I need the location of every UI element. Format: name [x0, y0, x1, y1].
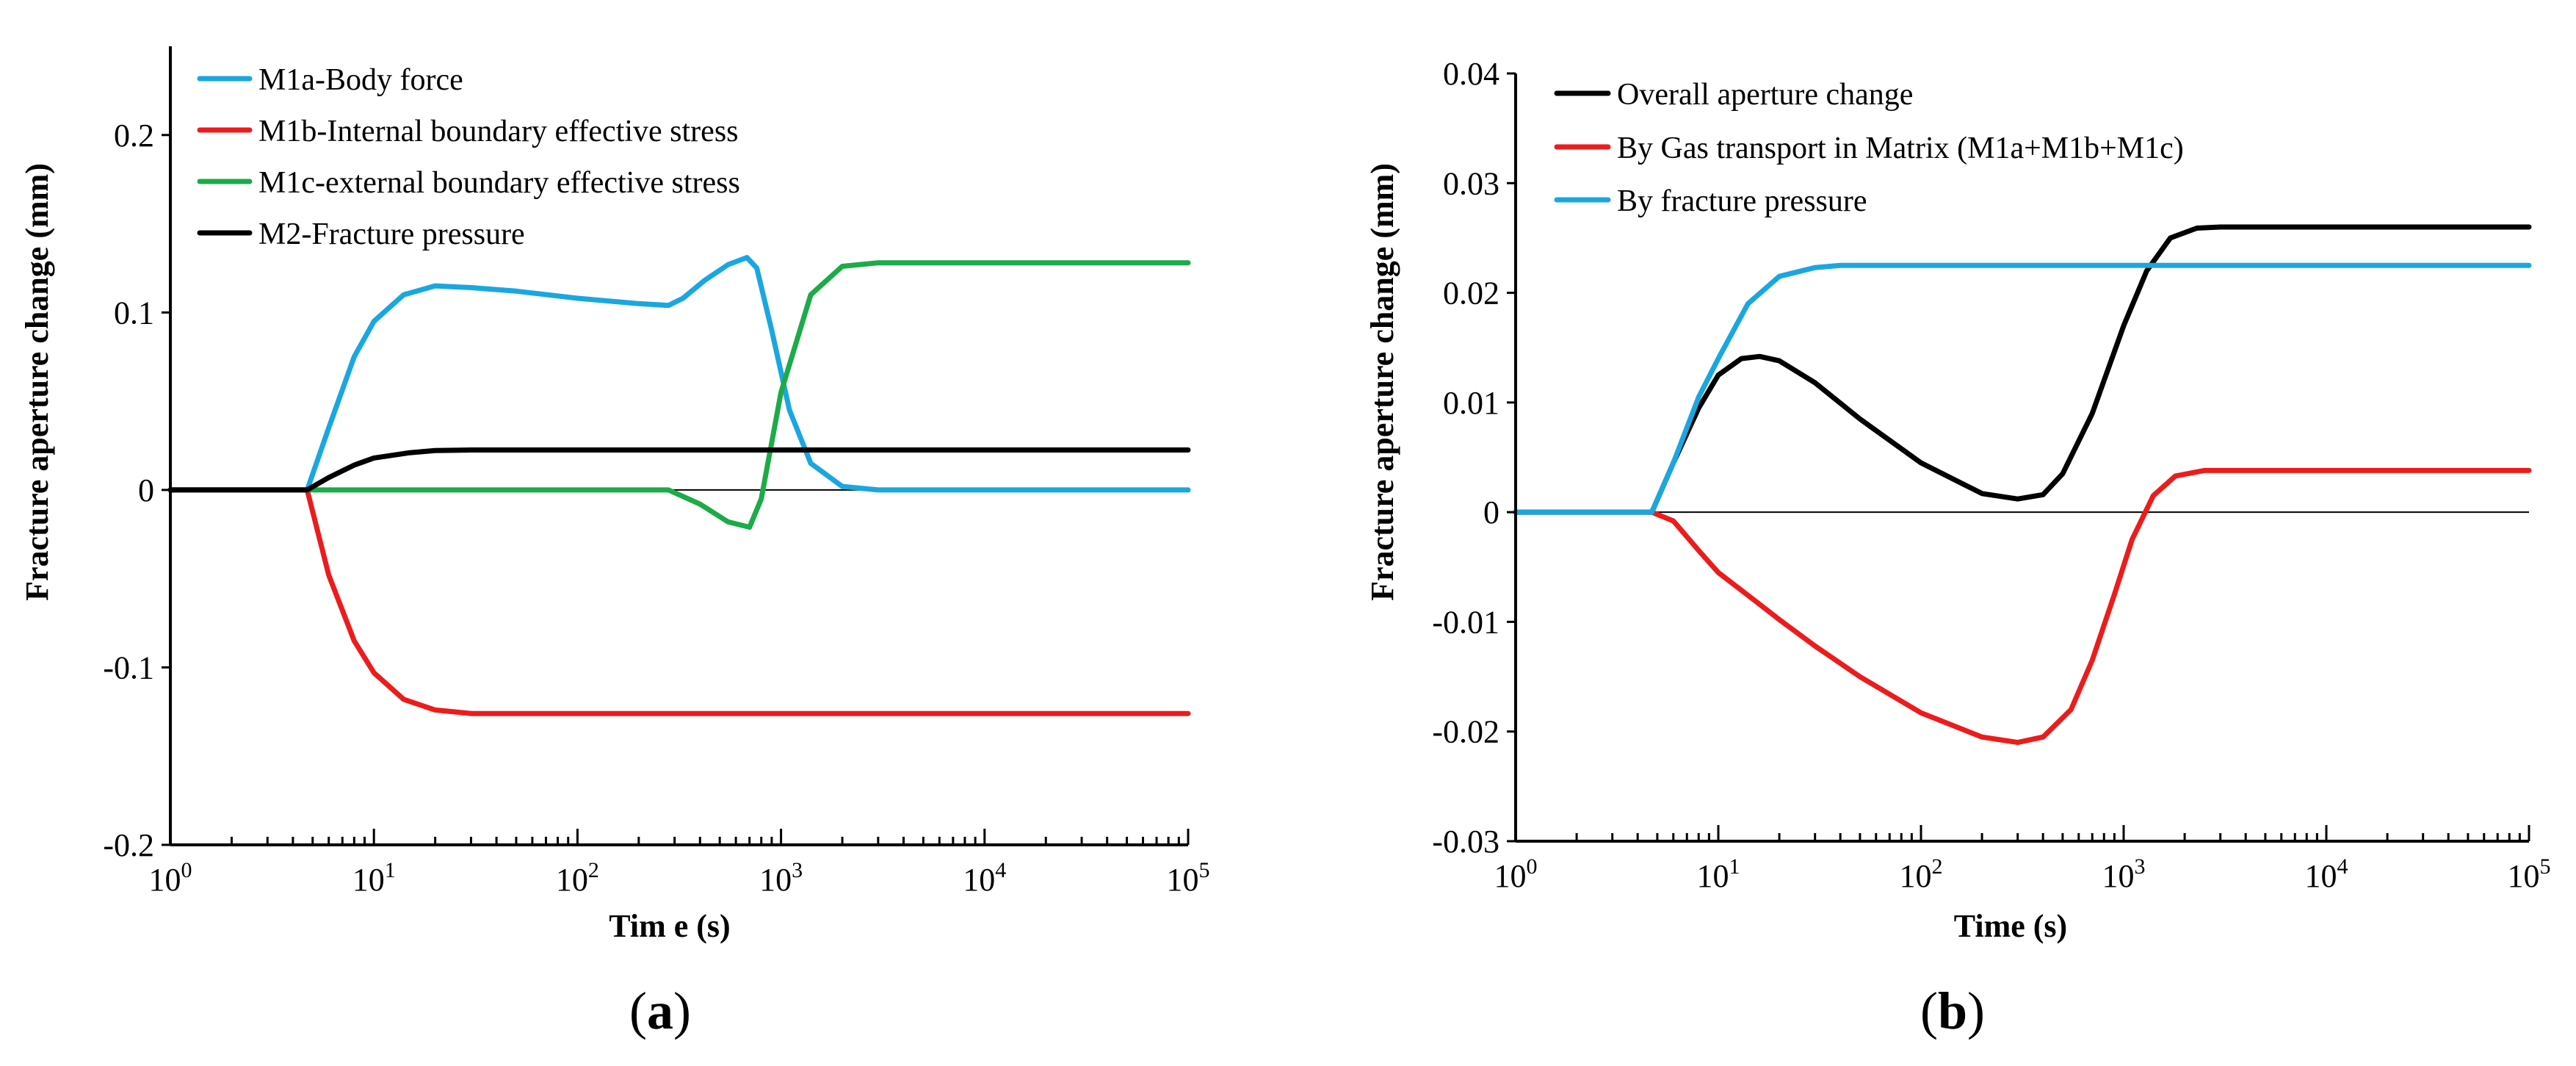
y-tick-label: -0.01	[1432, 604, 1499, 640]
x-axis-title: Tim e (s)	[609, 908, 730, 944]
y-tick-label: -0.03	[1432, 824, 1499, 860]
y-tick-label: 0.02	[1443, 275, 1499, 311]
x-tick-label: 105	[1167, 858, 1210, 898]
y-tick-label: 0.01	[1443, 385, 1499, 421]
legend-label: Overall aperture change	[1617, 78, 1913, 112]
series-line-m2-fracture-pressure	[167, 447, 1191, 493]
series-group	[167, 255, 1191, 716]
series-line-m1b-internal-boundary	[167, 487, 1191, 716]
series-group	[1513, 224, 2532, 746]
series-line-m1c-external-boundary	[167, 260, 1191, 530]
legend-label: M2-Fracture pressure	[258, 217, 525, 251]
x-tick-label: 100	[149, 858, 192, 898]
legend-label: M1b-Internal boundary effective stress	[258, 115, 739, 148]
x-tick-label: 104	[963, 858, 1006, 898]
y-tick-label: -0.1	[103, 649, 154, 685]
x-tick-label: 100	[1494, 854, 1538, 894]
y-tick-label: 0.04	[1443, 56, 1499, 92]
series-line-m1a-body-force	[167, 255, 1191, 493]
x-tick-label: 102	[556, 858, 599, 898]
y-tick-label: -0.02	[1432, 714, 1499, 750]
y-axis-title: Fracture aperture change (mm)	[19, 163, 55, 601]
series-line-overall-aperture-change	[1513, 224, 2532, 515]
y-tick-label: 0.1	[114, 295, 154, 331]
y-tick-label: 0.03	[1443, 165, 1499, 201]
panel-b-chart: -0.03 -0.02 -0.01 0 0.01 0.02 0.03 0.04 …	[1364, 56, 2551, 1040]
x-tick-label: 101	[1697, 854, 1740, 894]
y-axis-title: Fracture aperture change (mm)	[1364, 163, 1400, 601]
series-line-gas-transport-in-matrix	[1513, 467, 2532, 746]
legend-label: M1c-external boundary effective stress	[258, 166, 740, 200]
series-line-by-fracture-pressure	[1513, 262, 2532, 515]
legend-label: By fracture pressure	[1617, 184, 1867, 218]
x-tick-label: 102	[1900, 854, 1943, 894]
legend-label: M1a-Body force	[258, 63, 463, 97]
x-tick-label: 104	[2305, 854, 2348, 894]
y-tick-label: 0.2	[114, 118, 154, 154]
panel-a-chart: -0.2 -0.1 0 0.1 0.2 100 101 102 103 104 …	[19, 46, 1210, 1040]
legend: Overall aperture change By Gas transport…	[1554, 78, 2184, 218]
y-tick-label: -0.2	[103, 827, 154, 863]
panel-label: (a)	[629, 982, 691, 1040]
x-tick-label: 105	[2508, 854, 2551, 894]
x-tick-label: 103	[2102, 854, 2146, 894]
panel-label: (b)	[1920, 982, 1985, 1040]
x-axis-title: Time (s)	[1954, 908, 2067, 944]
y-tick-label: 0	[138, 472, 154, 508]
legend: M1a-Body force M1b-Internal boundary eff…	[197, 63, 740, 251]
x-tick-label: 101	[352, 858, 396, 898]
legend-label: By Gas transport in Matrix (M1a+M1b+M1c)	[1617, 132, 2184, 165]
x-tick-label: 103	[759, 858, 803, 898]
y-tick-label: 0	[1483, 494, 1499, 530]
